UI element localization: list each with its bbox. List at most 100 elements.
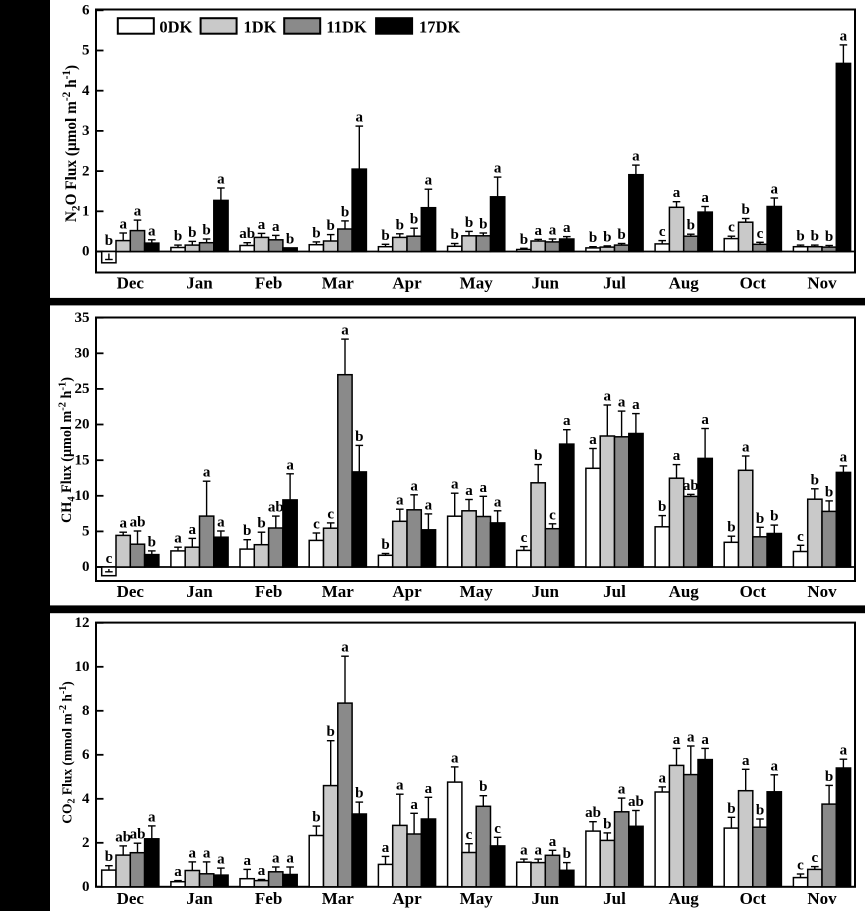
svg-text:ab: ab	[585, 805, 601, 821]
svg-text:a: a	[840, 449, 848, 465]
svg-text:b: b	[243, 523, 251, 539]
svg-text:35: 35	[75, 310, 90, 326]
svg-text:a: a	[520, 843, 528, 859]
svg-text:b: b	[410, 212, 418, 228]
svg-text:b: b	[811, 229, 819, 245]
svg-text:a: a	[494, 494, 502, 510]
svg-text:a: a	[134, 204, 142, 220]
svg-text:b: b	[148, 534, 156, 550]
svg-text:a: a	[673, 732, 681, 748]
svg-text:Apr: Apr	[392, 889, 422, 908]
svg-text:b: b	[479, 217, 487, 233]
svg-text:0DK: 0DK	[159, 17, 192, 36]
svg-text:a: a	[272, 219, 280, 235]
svg-text:Feb: Feb	[255, 273, 282, 292]
svg-text:c: c	[757, 226, 764, 242]
svg-text:Feb: Feb	[255, 889, 282, 908]
svg-text:a: a	[658, 770, 666, 786]
svg-text:b: b	[312, 225, 320, 241]
svg-text:b: b	[658, 499, 666, 515]
svg-text:ab: ab	[628, 794, 644, 810]
svg-text:a: a	[410, 797, 418, 813]
svg-text:b: b	[105, 233, 113, 249]
svg-text:c: c	[549, 507, 556, 523]
svg-text:a: a	[396, 493, 404, 509]
svg-text:17DK: 17DK	[419, 17, 460, 36]
svg-text:c: c	[797, 529, 804, 545]
svg-text:May: May	[460, 582, 494, 601]
svg-text:b: b	[756, 803, 764, 819]
svg-text:a: a	[258, 863, 266, 879]
svg-text:Jul: Jul	[603, 889, 626, 908]
svg-text:a: a	[451, 477, 459, 493]
svg-text:a: a	[258, 217, 266, 233]
svg-text:Oct: Oct	[740, 273, 767, 292]
svg-text:b: b	[257, 516, 265, 532]
svg-text:6: 6	[82, 3, 90, 19]
svg-text:a: a	[840, 28, 848, 44]
svg-text:b: b	[825, 769, 833, 785]
svg-text:b: b	[589, 230, 597, 246]
svg-text:a: a	[771, 758, 779, 774]
svg-text:b: b	[381, 228, 389, 244]
svg-text:a: a	[742, 440, 750, 456]
svg-text:11DK: 11DK	[326, 17, 367, 36]
svg-text:a: a	[563, 220, 571, 236]
svg-text:May: May	[460, 273, 494, 292]
svg-text:Oct: Oct	[740, 582, 767, 601]
svg-text:Jul: Jul	[603, 273, 626, 292]
svg-text:8: 8	[82, 703, 90, 719]
svg-text:c: c	[728, 220, 735, 236]
svg-text:Jun: Jun	[532, 889, 560, 908]
svg-text:a: a	[840, 743, 848, 759]
svg-text:c: c	[494, 821, 501, 837]
svg-text:a: a	[425, 497, 433, 513]
svg-text:b: b	[617, 227, 625, 243]
svg-text:ab: ab	[239, 226, 255, 242]
svg-text:b: b	[451, 227, 459, 243]
svg-text:2: 2	[82, 163, 90, 179]
svg-text:a: a	[673, 185, 681, 201]
svg-text:a: a	[701, 732, 709, 748]
svg-text:Aug: Aug	[669, 889, 700, 908]
svg-text:5: 5	[82, 43, 90, 59]
svg-text:a: a	[286, 457, 294, 473]
svg-text:a: a	[480, 480, 488, 496]
svg-text:Mar: Mar	[322, 582, 355, 601]
svg-text:a: a	[701, 190, 709, 206]
svg-text:Aug: Aug	[669, 273, 700, 292]
svg-text:c: c	[106, 551, 113, 567]
svg-text:Nov: Nov	[807, 273, 837, 292]
svg-text:b: b	[479, 779, 487, 795]
svg-text:30: 30	[75, 346, 90, 362]
svg-text:2: 2	[82, 835, 90, 851]
svg-text:10: 10	[75, 659, 90, 675]
svg-text:b: b	[355, 786, 363, 802]
svg-text:b: b	[825, 229, 833, 245]
svg-text:a: a	[549, 223, 557, 239]
svg-text:Apr: Apr	[392, 582, 422, 601]
svg-text:b: b	[742, 202, 750, 218]
svg-text:b: b	[105, 849, 113, 865]
svg-text:Dec: Dec	[117, 889, 145, 908]
svg-text:5: 5	[82, 524, 90, 540]
svg-text:b: b	[727, 520, 735, 536]
svg-text:b: b	[327, 724, 335, 740]
svg-text:b: b	[770, 509, 778, 525]
svg-text:20: 20	[75, 417, 90, 433]
svg-text:N2O Flux (μmol m-2 h-1): N2O Flux (μmol m-2 h-1)	[61, 65, 83, 222]
svg-text:c: c	[811, 850, 818, 866]
svg-text:1DK: 1DK	[244, 17, 277, 36]
svg-text:b: b	[341, 204, 349, 220]
svg-text:a: a	[341, 640, 349, 656]
svg-text:b: b	[312, 810, 320, 826]
svg-text:b: b	[286, 231, 294, 247]
svg-text:Dec: Dec	[117, 582, 145, 601]
svg-text:0: 0	[82, 244, 90, 260]
svg-text:b: b	[727, 801, 735, 817]
svg-text:Feb: Feb	[255, 582, 282, 601]
svg-text:May: May	[460, 889, 494, 908]
svg-text:CO2 Flux (mmol m-2 h-1): CO2 Flux (mmol m-2 h-1)	[58, 681, 77, 823]
svg-text:ab: ab	[115, 829, 131, 845]
svg-text:a: a	[217, 515, 225, 531]
